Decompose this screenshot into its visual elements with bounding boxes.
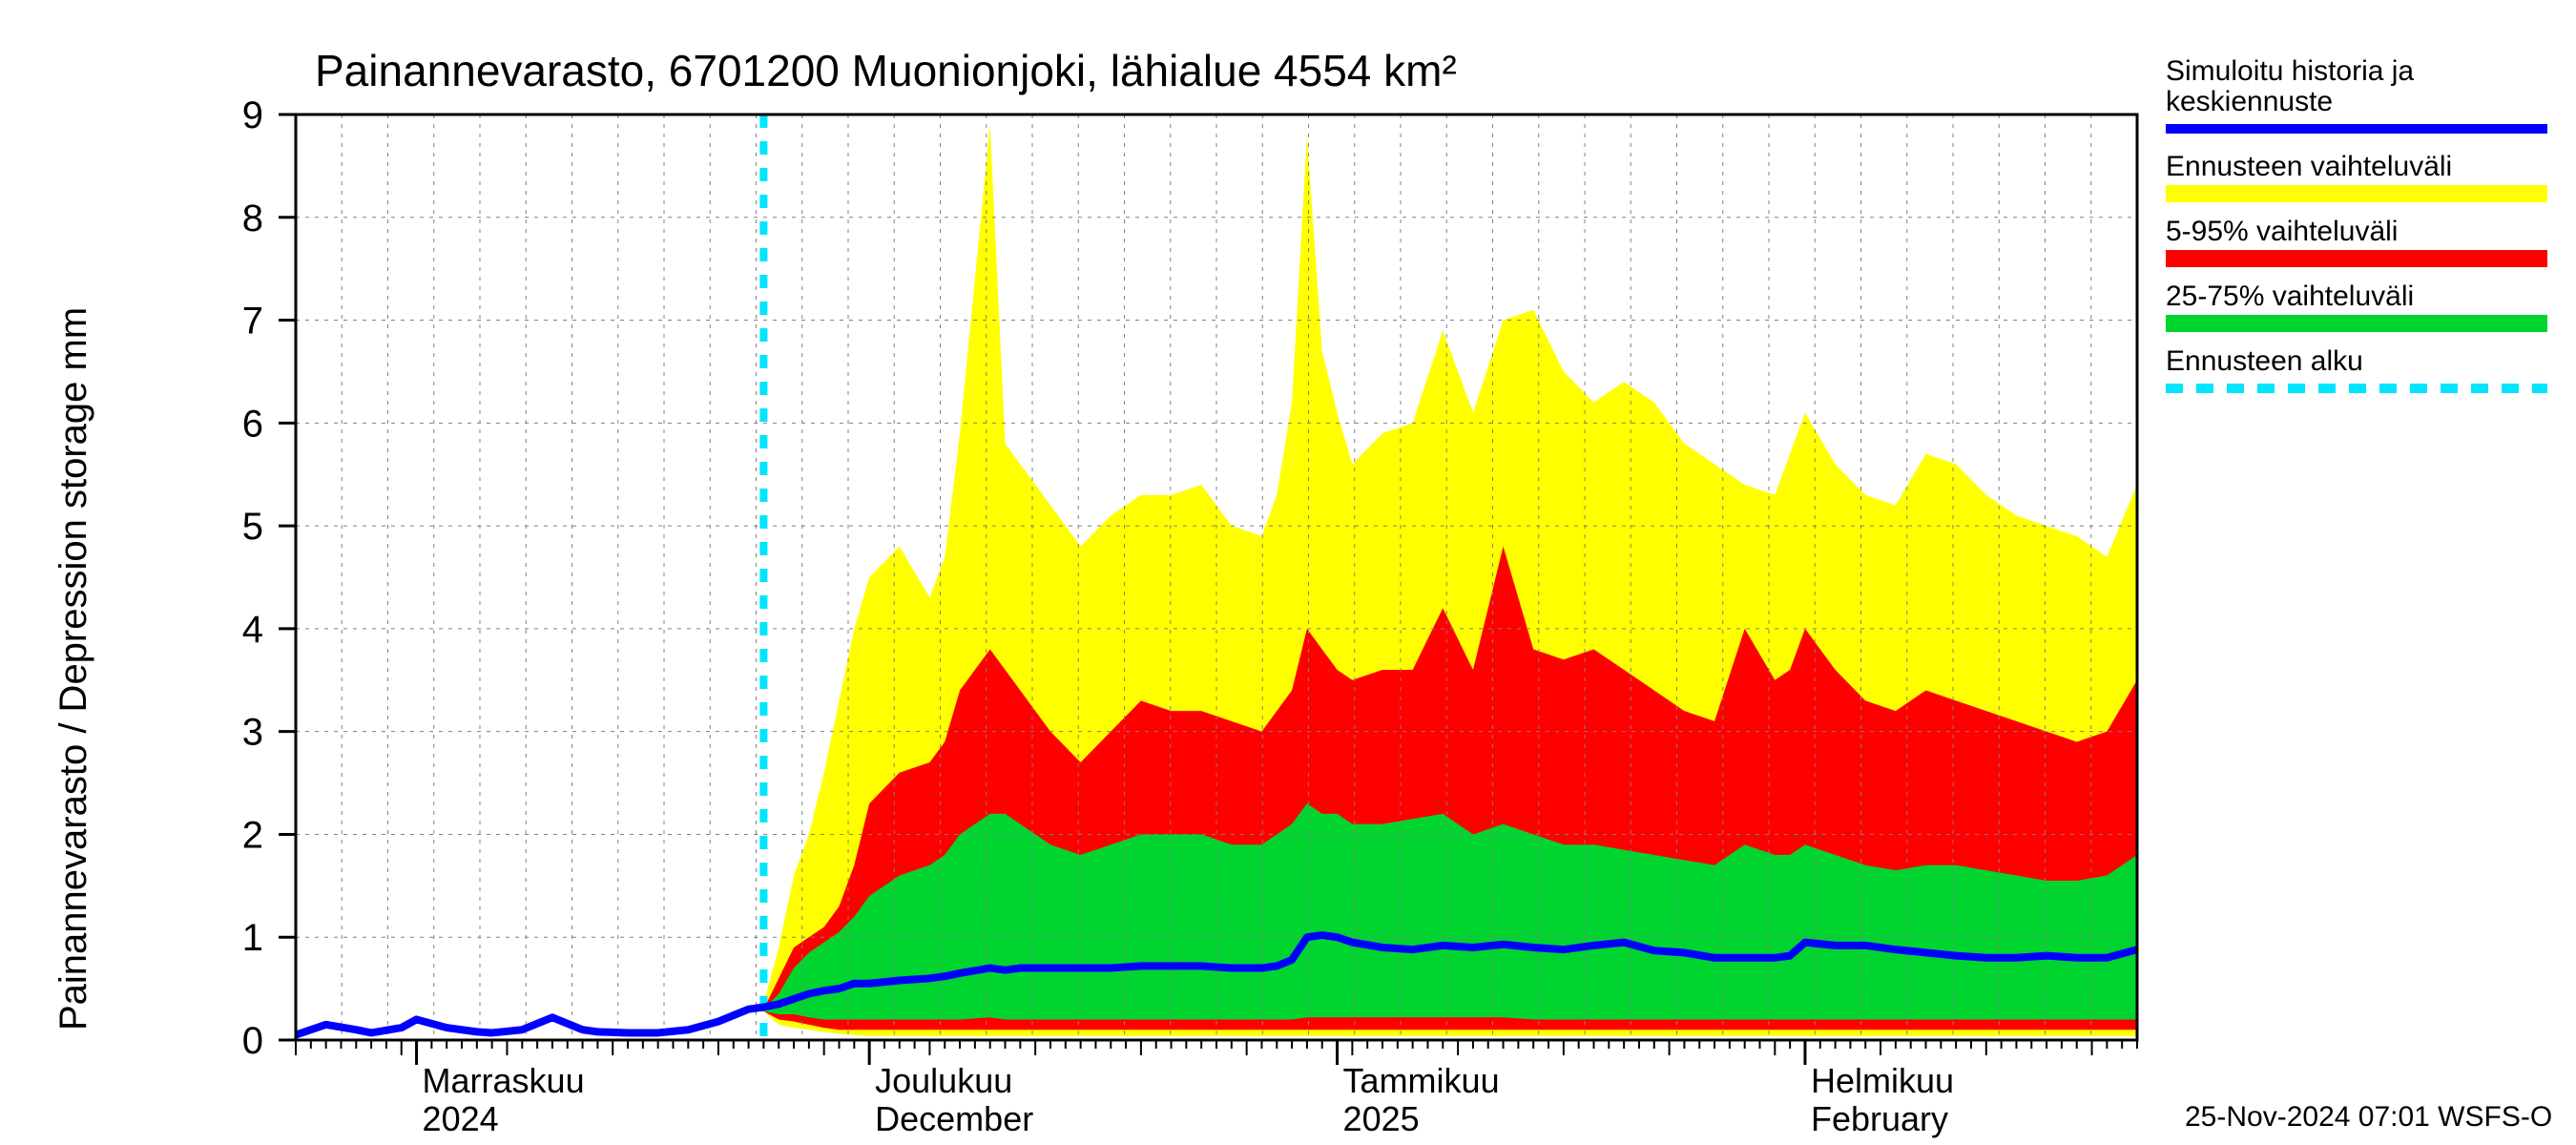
y-tick-label: 4 (242, 609, 263, 651)
legend-label: Ennusteen vaihteluväli (2166, 151, 2452, 182)
chart-container: 0 1 2 3 4 5 6 7 8 9 Marraskuu2024 JoulukuuDecember… (0, 0, 2576, 1145)
y-tick-label: 8 (242, 198, 263, 239)
legend-label: Ennusteen alku (2166, 345, 2363, 377)
chart-svg: 0 1 2 3 4 5 6 7 8 9 Marraskuu2024 JoulukuuDecember… (0, 0, 2576, 1145)
y-tick-label: 2 (242, 814, 263, 856)
y-tick-label: 9 (242, 94, 263, 136)
chart-title: Painannevarasto, 6701200 Muonionjoki, lä… (315, 46, 1457, 95)
month-label-bottom: 2025 (1343, 1099, 1420, 1138)
month-label-top: Tammikuu (1343, 1061, 1500, 1100)
legend-swatch (2166, 315, 2547, 332)
month-label-top: Joulukuu (875, 1061, 1012, 1100)
month-label-bottom: December (875, 1099, 1033, 1138)
y-tick-label: 0 (242, 1020, 263, 1062)
y-tick-label: 6 (242, 403, 263, 445)
month-label-bottom: 2024 (423, 1099, 499, 1138)
legend-label: 5-95% vaihteluväli (2166, 216, 2398, 247)
month-label-bottom: February (1811, 1099, 1948, 1138)
legend-swatch (2166, 185, 2547, 202)
month-label-top: Marraskuu (423, 1061, 585, 1100)
y-tick-label: 3 (242, 712, 263, 754)
legend-label: keskiennuste (2166, 86, 2333, 117)
y-tick-label: 7 (242, 301, 263, 343)
footer-timestamp: 25-Nov-2024 07:01 WSFS-O (2185, 1101, 2552, 1133)
month-label-top: Helmikuu (1811, 1061, 1954, 1100)
legend-swatch (2166, 250, 2547, 267)
legend-label: 25-75% vaihteluväli (2166, 281, 2414, 312)
y-tick-label: 1 (242, 917, 263, 959)
y-tick-label: 5 (242, 506, 263, 548)
legend-label: Simuloitu historia ja (2166, 55, 2414, 87)
y-axis-label: Painannevarasto / Depression storage mm (52, 307, 94, 1030)
